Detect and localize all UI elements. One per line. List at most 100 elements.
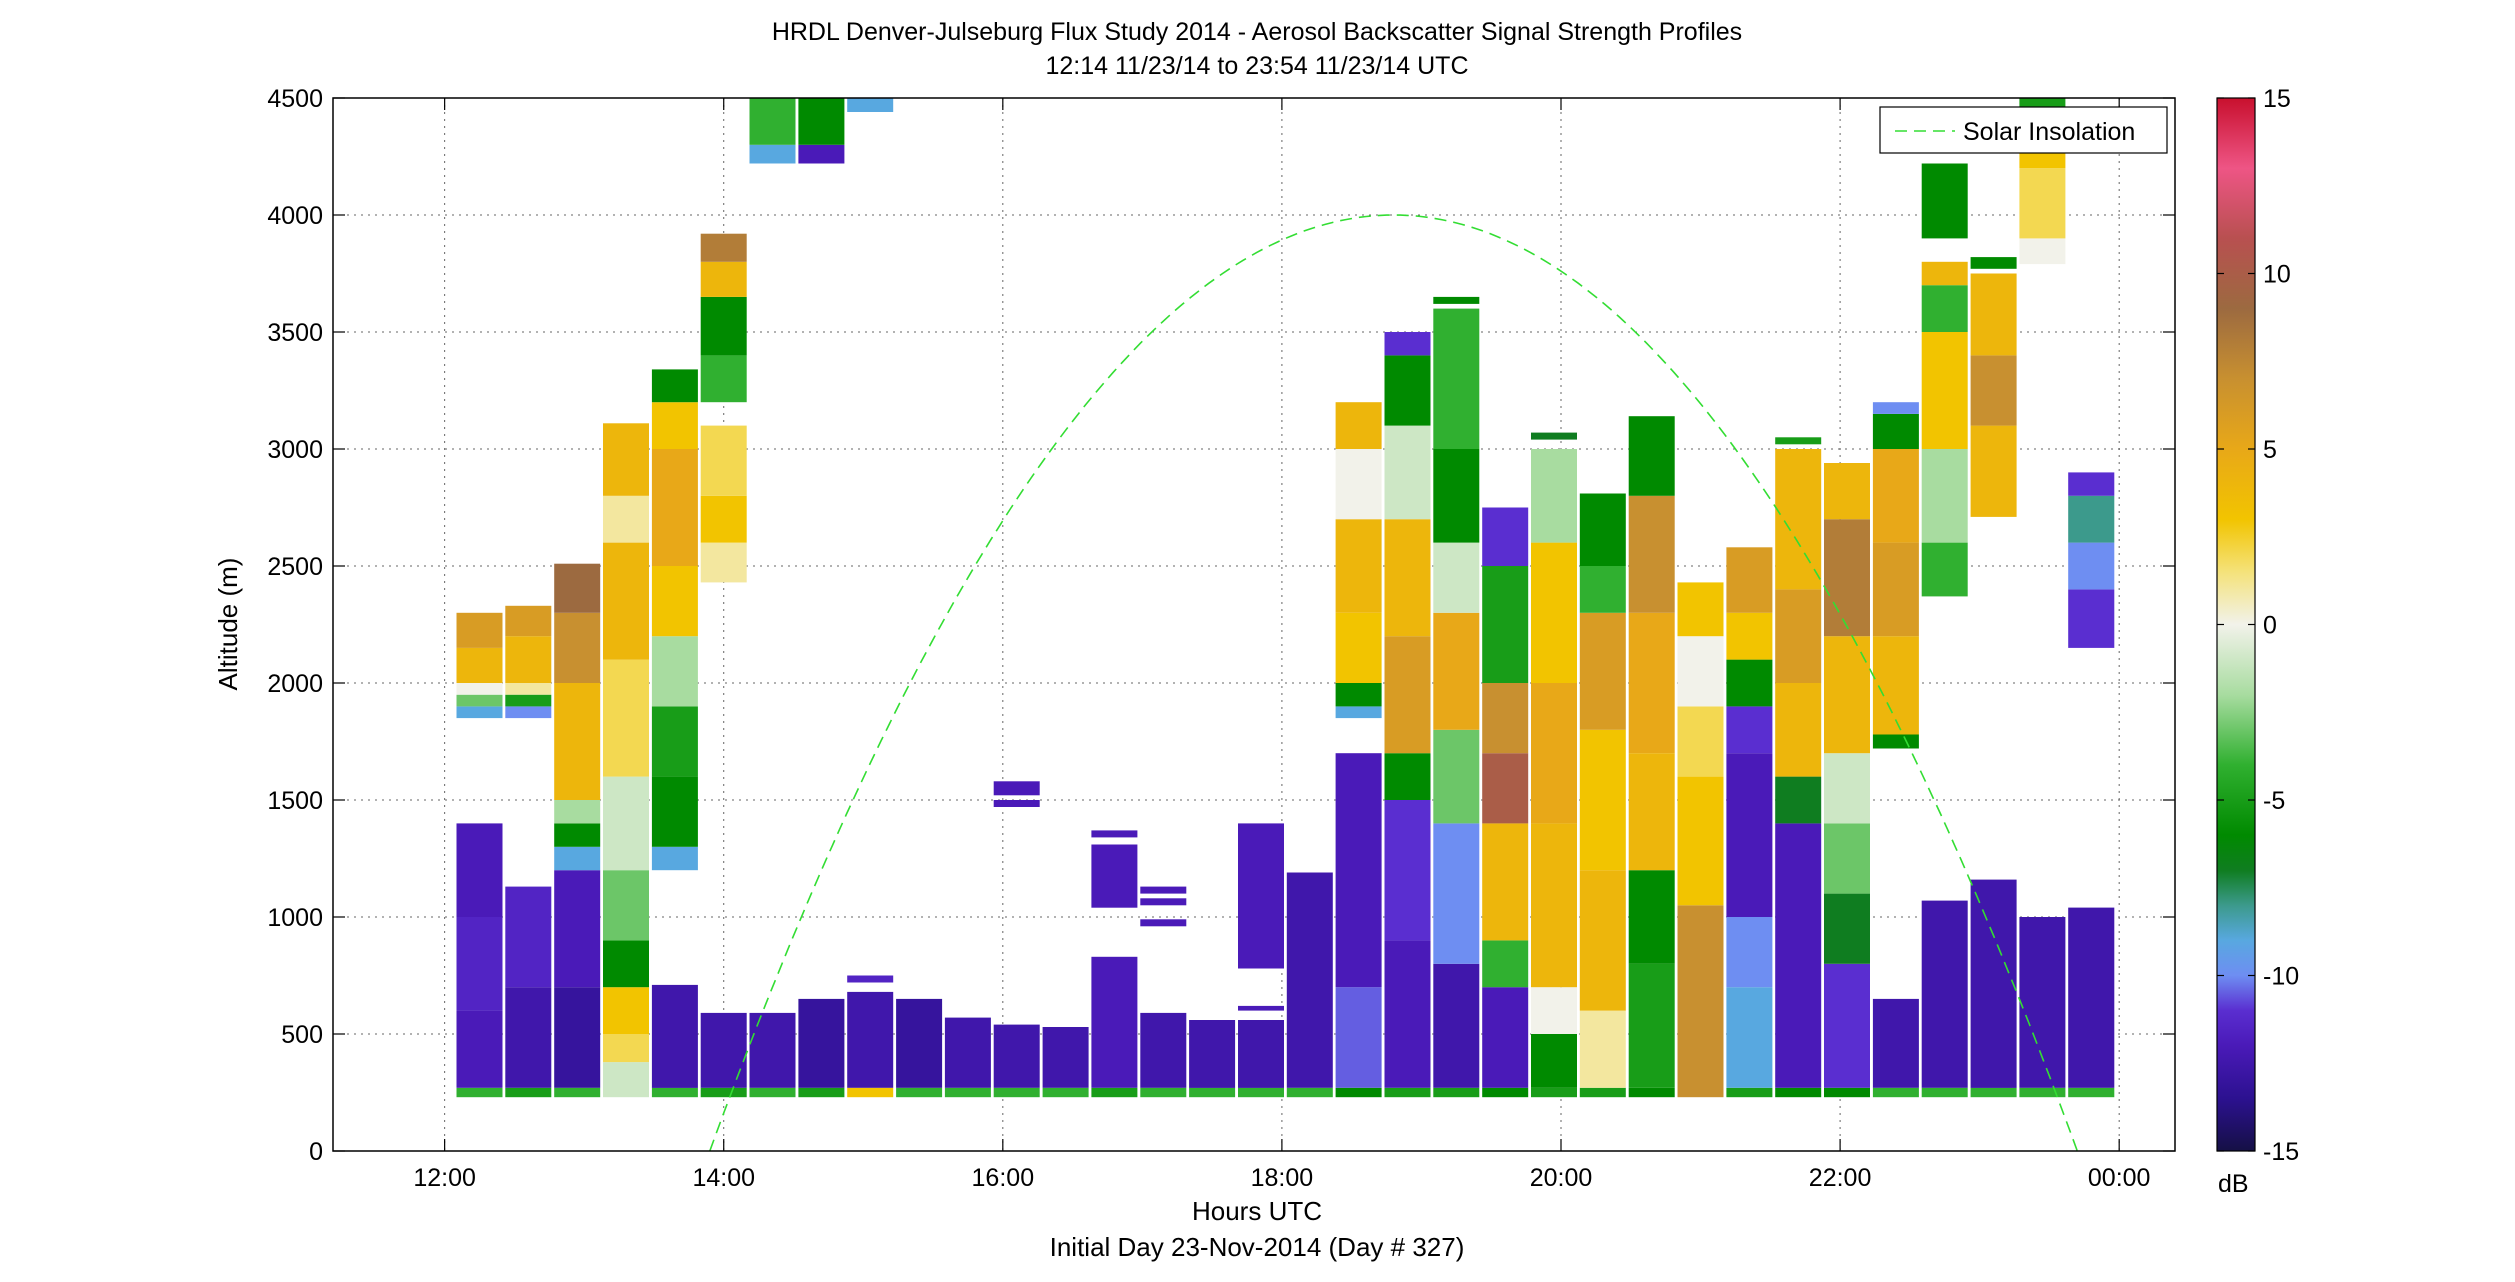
profile-segment [651,402,698,449]
y-tick-labels: 0 500 1000 1500 2000 2500 3000 3500 4000 4500 [267,85,323,1166]
profile-segment [896,1087,943,1098]
y-tick-label: 4000 [267,202,323,230]
profile-segment [1335,1087,1382,1098]
profile-segment [1628,612,1675,754]
profile-column [1579,493,1626,1098]
profile-segment [456,1087,503,1098]
profile-segment [749,144,796,164]
profile-segment [1775,683,1822,777]
profile-segment [1433,612,1480,730]
x-tick-label: 18:00 [1251,1164,1314,1192]
profile-segment [554,1087,601,1098]
profile-segment [1726,706,1773,754]
profile-segment [1579,566,1626,613]
profile-segment [1531,1034,1577,1088]
profile-segment [1433,963,1480,1088]
profile-segment [1921,900,1968,1088]
x-tick-labels: 12:00 14:00 16:00 18:00 20:00 22:00 00:00 [413,1164,2150,1192]
profile-segment [651,449,698,566]
profile-segment [1970,355,2017,426]
profile-segment [1628,753,1675,871]
profile-column [2068,472,2115,1098]
profile-column [993,781,1040,1098]
profile-segment [1335,706,1382,719]
profile-segment [1726,659,1773,707]
profile-segment [554,612,601,683]
x-axis-sublabel: Initial Day 23-Nov-2014 (Day # 327) [1050,1232,1465,1262]
profile-segment [1433,449,1480,543]
x-axis-label: Hours UTC [1192,1196,1322,1226]
profile-segment [1531,683,1577,824]
profile-segment [456,683,503,695]
y-tick-label: 0 [309,1138,323,1166]
profile-segment [1286,872,1333,1088]
profile-segment [1579,1087,1626,1098]
profile-segment [1921,261,1968,286]
y-tick-label: 500 [281,1021,323,1049]
profile-segment [1775,1087,1822,1098]
profile-segment [1384,753,1431,800]
profile-segment [993,781,1040,796]
backscatter-profiles [456,98,2115,1098]
chart-title: HRDL Denver-Julseburg Flux Study 2014 - … [772,18,1742,46]
profile-segment [651,636,698,707]
profile-segment [1189,1087,1236,1098]
profile-segment [554,987,601,1088]
profile-segment [1482,566,1529,683]
profile-segment [1384,636,1431,754]
profile-segment [700,1087,747,1098]
profile-segment [1140,1087,1187,1098]
profile-segment [798,1087,845,1098]
profile-segment [1921,449,1968,543]
profile-segment [700,261,747,297]
profile-column [1335,402,1382,1098]
x-tick-label: 12:00 [413,1164,476,1192]
profile-column [1824,463,1870,1098]
profile-segment [1775,449,1822,590]
profile-segment [456,706,503,719]
profile-segment [1482,987,1529,1088]
profile-column [1384,332,1431,1098]
profile-segment [1970,425,2017,517]
profile-column [847,98,894,1098]
colorbar-tick-label: -15 [2263,1138,2299,1166]
profile-segment [847,98,894,112]
profile-segment [1921,542,1968,597]
profile-segment [749,1087,796,1098]
colorbar-tick-label: -5 [2263,787,2285,815]
profile-segment [603,940,649,988]
profile-segment [505,636,552,683]
profile-segment [1335,519,1382,613]
profile-segment [1531,987,1577,1034]
x-tick-label: 14:00 [692,1164,755,1192]
profile-segment [1482,940,1529,988]
profile-column [1677,582,1724,1098]
profile-column [554,563,601,1098]
profile-segment [505,987,552,1088]
profile-segment [603,987,649,1034]
profile-column [1726,547,1773,1098]
profile-segment [1824,893,1870,964]
profile-segment [1531,542,1577,683]
profile-segment [505,683,552,695]
profile-segment [1628,416,1675,496]
profile-column [944,1017,991,1098]
profile-column [1970,257,2017,1098]
profile-segment [1872,449,1919,543]
profile-column [1091,830,1138,1098]
profile-segment [1726,753,1773,917]
x-tick-label: 22:00 [1809,1164,1872,1192]
profile-column [896,998,943,1098]
profile-segment [1824,753,1870,824]
profile-segment [456,1010,503,1088]
colorbar-tick-label: 15 [2263,85,2291,113]
profile-segment [2019,98,2066,110]
profile-segment [798,998,845,1088]
profile-column [651,369,698,1098]
profile-segment [1726,1087,1773,1098]
profile-column [1238,823,1284,1098]
profile-segment [1238,823,1284,969]
profile-segment [505,1087,552,1098]
profile-segment [505,886,552,988]
profile-segment [1091,844,1138,908]
